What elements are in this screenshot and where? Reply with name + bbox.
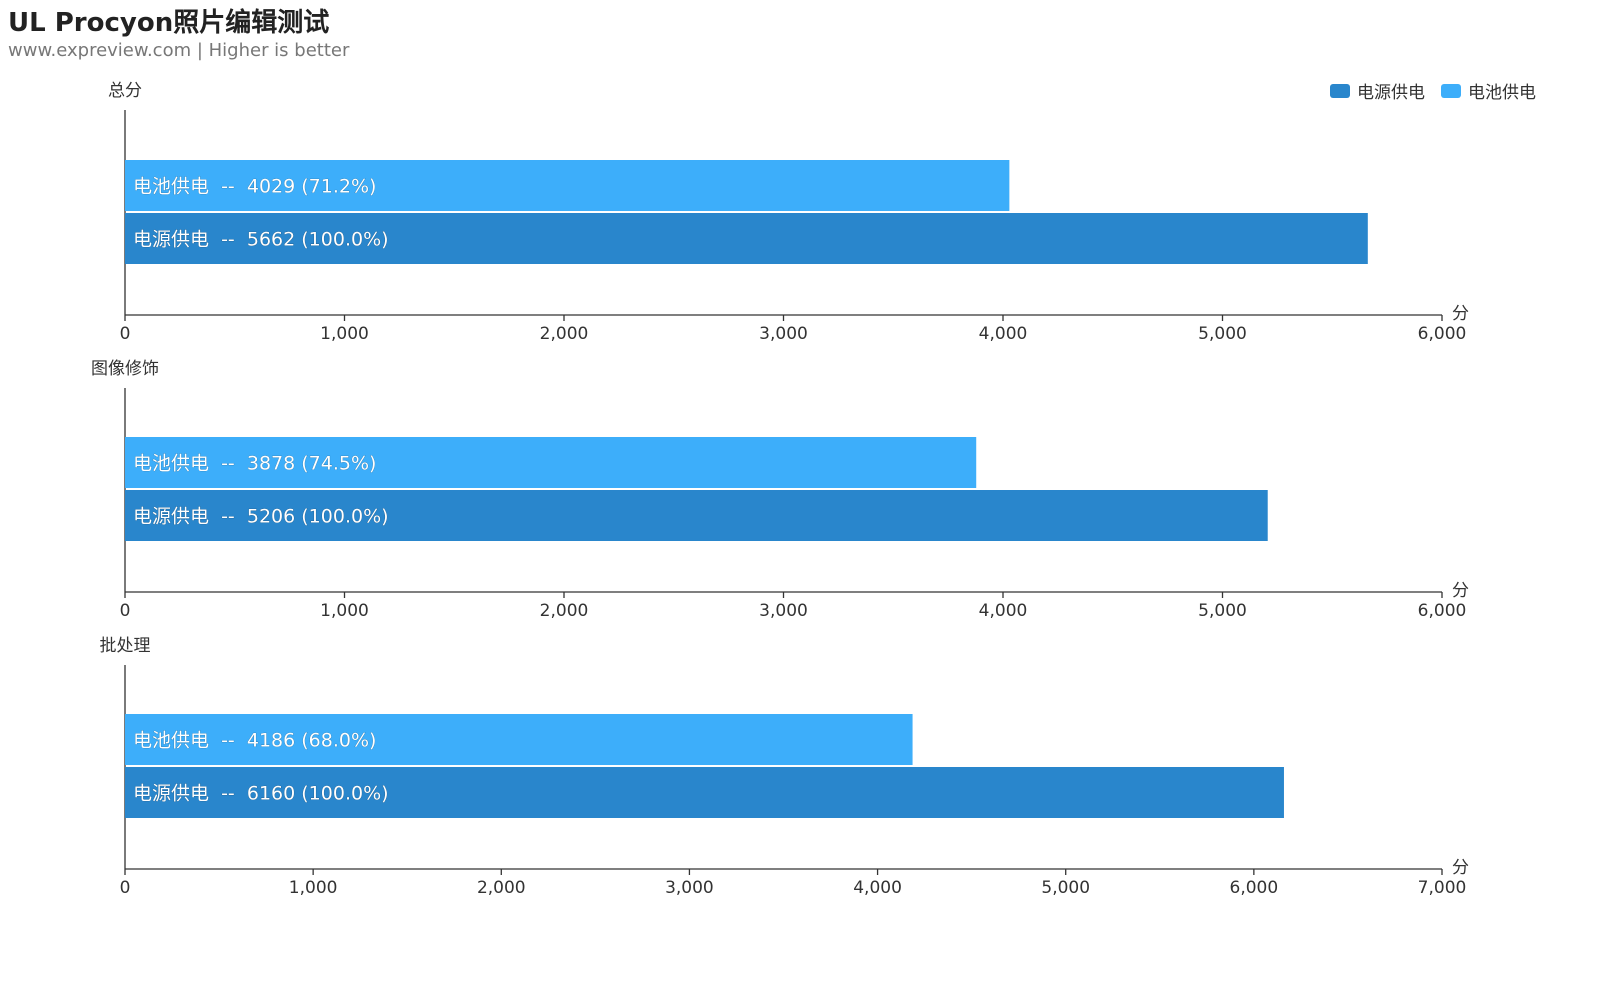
legend-item-battery[interactable]: 电池供电 xyxy=(1441,78,1536,103)
x-tick-label: 2,000 xyxy=(540,324,589,344)
x-axis-unit: 分 xyxy=(1452,581,1469,601)
chart-title: UL Procyon照片编辑测试 xyxy=(8,8,330,38)
x-tick-label: 0 xyxy=(120,878,131,898)
bar-mains xyxy=(125,767,1284,818)
category-title: 总分 xyxy=(108,81,142,101)
bar-label: 电池供电 -- 3878 (74.5%) xyxy=(133,453,376,475)
x-axis-unit: 分 xyxy=(1452,858,1469,878)
x-tick-label: 3,000 xyxy=(759,601,808,621)
legend: 电源供电 电池供电 xyxy=(1314,78,1536,103)
x-tick-label: 6,000 xyxy=(1230,878,1279,898)
legend-label-mains: 电源供电 xyxy=(1357,83,1425,103)
bar-label: 电池供电 -- 4186 (68.0%) xyxy=(133,730,376,752)
x-tick-label: 2,000 xyxy=(477,878,526,898)
x-tick-label: 6,000 xyxy=(1418,324,1467,344)
bar-label: 电池供电 -- 4029 (71.2%) xyxy=(133,176,376,198)
bar-label: 电源供电 -- 5206 (100.0%) xyxy=(133,506,389,528)
category-title: 图像修饰 xyxy=(91,359,159,379)
x-tick-label: 5,000 xyxy=(1041,878,1090,898)
x-tick-label: 6,000 xyxy=(1418,601,1467,621)
legend-swatch-mains xyxy=(1330,83,1350,98)
x-tick-label: 4,000 xyxy=(853,878,902,898)
x-tick-label: 1,000 xyxy=(320,324,369,344)
x-tick-label: 5,000 xyxy=(1198,601,1247,621)
bar-battery xyxy=(125,160,1010,211)
x-tick-label: 0 xyxy=(120,601,131,621)
legend-item-mains[interactable]: 电源供电 xyxy=(1330,78,1425,103)
x-tick-label: 7,000 xyxy=(1418,878,1467,898)
x-tick-label: 2,000 xyxy=(540,601,589,621)
category-title: 批处理 xyxy=(100,636,151,656)
x-tick-label: 3,000 xyxy=(665,878,714,898)
legend-label-battery: 电池供电 xyxy=(1468,83,1536,103)
bar-mains xyxy=(125,213,1368,264)
x-tick-label: 1,000 xyxy=(320,601,369,621)
x-axis-unit: 分 xyxy=(1452,304,1469,324)
x-tick-label: 1,000 xyxy=(289,878,338,898)
x-tick-label: 0 xyxy=(120,324,131,344)
x-tick-label: 4,000 xyxy=(979,324,1028,344)
x-tick-label: 3,000 xyxy=(759,324,808,344)
x-tick-label: 4,000 xyxy=(979,601,1028,621)
x-tick-label: 5,000 xyxy=(1198,324,1247,344)
bar-label: 电源供电 -- 5662 (100.0%) xyxy=(133,229,389,251)
bar-mains xyxy=(125,490,1268,541)
bar-battery xyxy=(125,714,913,765)
legend-swatch-battery xyxy=(1441,83,1461,98)
bar-battery xyxy=(125,437,977,488)
bar-label: 电源供电 -- 6160 (100.0%) xyxy=(133,783,389,805)
chart-subtitle: www.expreview.com | Higher is better xyxy=(8,40,350,61)
